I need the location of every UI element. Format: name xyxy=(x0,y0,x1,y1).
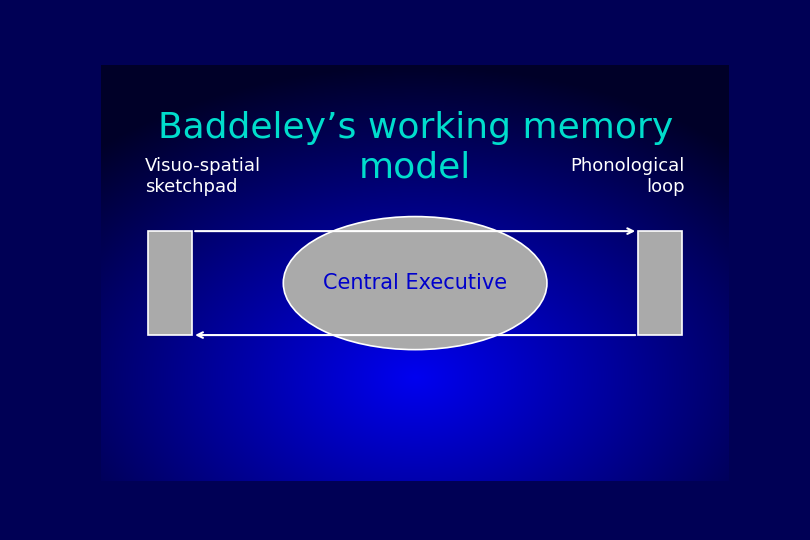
Text: Baddeley’s working memory
model: Baddeley’s working memory model xyxy=(157,111,673,185)
Text: Phonological
loop: Phonological loop xyxy=(571,157,685,196)
Text: Visuo-spatial
sketchpad: Visuo-spatial sketchpad xyxy=(145,157,262,196)
Ellipse shape xyxy=(284,217,547,349)
Text: Central Executive: Central Executive xyxy=(323,273,507,293)
Bar xyxy=(638,231,682,335)
Bar xyxy=(148,231,192,335)
